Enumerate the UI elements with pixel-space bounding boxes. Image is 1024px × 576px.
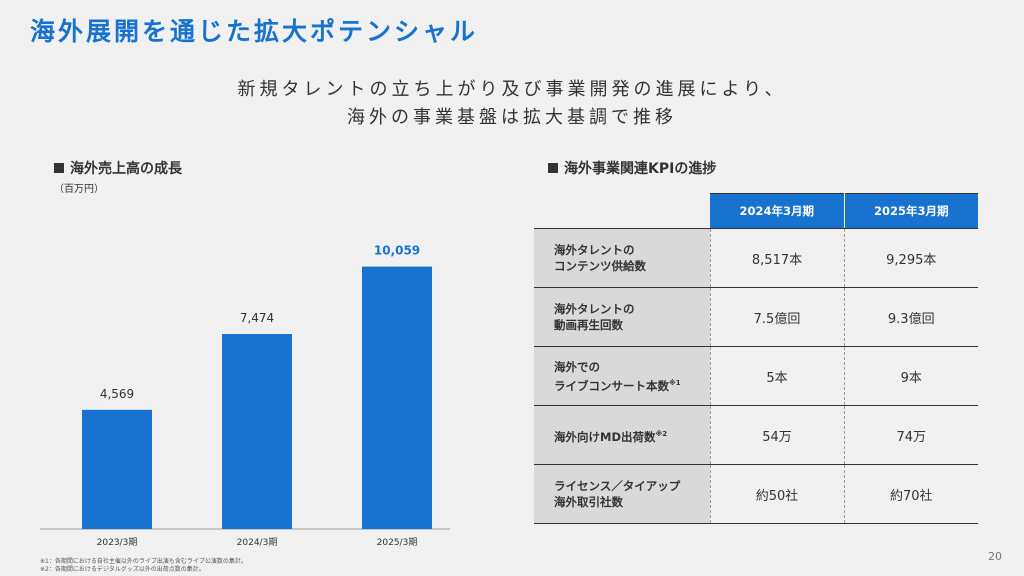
- bar-value-label-2: 10,059: [374, 244, 420, 258]
- sales-section-heading: 海外売上高の成長: [54, 158, 182, 178]
- kpi-value-2025: 9,295本: [844, 228, 978, 288]
- subtitle-line-2: 海外の事業基盤は拡大基調で推移: [347, 107, 677, 128]
- kpi-value-2025: 9本: [844, 346, 978, 406]
- kpi-row-footnote-mark: ※2: [655, 429, 668, 438]
- kpi-row-label-line2: 海外向けMD出荷数※2: [554, 426, 710, 445]
- kpi-value-2025: 9.3億回: [844, 287, 978, 347]
- kpi-row: 海外タレントの コンテンツ供給数 8,517本 9,295本: [534, 228, 978, 288]
- kpi-row-label: ライセンス／タイアップ 海外取引社数: [534, 464, 711, 524]
- bar-0: [82, 409, 152, 529]
- kpi-row-label-line2: コンテンツ供給数: [554, 258, 710, 274]
- footnote-1: ※1：各期間における自社主催以外のライブ出演も含むライブ公演数の集計。: [40, 558, 247, 565]
- kpi-value-2025: 約70社: [844, 464, 978, 524]
- kpi-row-label: 海外での ライブコンサート本数※1: [534, 346, 711, 406]
- kpi-value-2024: 7.5億回: [710, 287, 845, 347]
- kpi-table: 2024年3月期 2025年3月期 海外タレントの コンテンツ供給数 8,517本 9…: [534, 193, 978, 524]
- kpi-row-label-text: 海外取引社数: [554, 495, 623, 509]
- kpi-row-label-line1: 海外での: [554, 359, 600, 374]
- kpi-row-label-text: ライブコンサート本数: [554, 378, 669, 393]
- kpi-header-2024: 2024年3月期: [710, 193, 845, 229]
- page-number: 20: [988, 550, 1002, 563]
- chart-unit-label: （百万円）: [54, 184, 104, 195]
- page-subtitle: 新規タレントの立ち上がり及び事業開発の進展により、 海外の事業基盤は拡大基調で推…: [0, 76, 1024, 132]
- kpi-row-label-line1: 海外タレントの: [554, 302, 635, 316]
- footnote-2: ※2：各期間におけるデジタルグッズ以外の出荷点数の集計。: [40, 566, 205, 573]
- kpi-value-2025: 74万: [844, 405, 978, 465]
- square-bullet-icon: [54, 163, 64, 173]
- kpi-heading-text: 海外事業関連KPIの進捗: [564, 161, 717, 177]
- kpi-value-2024: 5本: [710, 346, 845, 406]
- x-tick-label-1: 2024/3期: [237, 537, 278, 548]
- kpi-section-heading: 海外事業関連KPIの進捗: [548, 158, 716, 178]
- kpi-row-label-line2: 動画再生回数: [554, 317, 710, 333]
- bar-2: [362, 266, 432, 529]
- page-title: 海外展開を通じた拡大ポテンシャル: [30, 17, 479, 46]
- kpi-row-footnote-mark: ※1: [669, 378, 681, 387]
- kpi-row-label-text: 動画再生回数: [554, 318, 623, 332]
- x-tick-label-2: 2025/3期: [377, 537, 418, 548]
- kpi-row-label-text: コンテンツ供給数: [554, 259, 646, 273]
- kpi-row: 海外向けMD出荷数※2 54万 74万: [534, 405, 978, 465]
- kpi-value-2024: 54万: [710, 405, 845, 465]
- kpi-row-label-line1: 海外タレントの: [554, 243, 635, 257]
- kpi-value-2024: 8,517本: [710, 228, 845, 288]
- kpi-row-label-line2: 海外取引社数: [554, 494, 710, 510]
- square-bullet-icon: [548, 163, 558, 173]
- kpi-value-2024: 約50社: [710, 464, 845, 524]
- kpi-row-label-text: 海外向けMD出荷数: [554, 429, 656, 444]
- kpi-row: 海外での ライブコンサート本数※1 5本 9本: [534, 346, 978, 406]
- kpi-row: 海外タレントの 動画再生回数 7.5億回 9.3億回: [534, 287, 978, 347]
- kpi-header-2025: 2025年3月期: [844, 193, 978, 229]
- bar-value-label-0: 4,569: [100, 387, 134, 401]
- bar-1: [222, 334, 292, 529]
- kpi-row-label: 海外向けMD出荷数※2: [534, 405, 711, 465]
- bar-value-label-1: 7,474: [240, 311, 274, 325]
- kpi-header-blank: [534, 193, 710, 229]
- x-tick-label-0: 2023/3期: [97, 537, 138, 548]
- kpi-row-label-line2: ライブコンサート本数※1: [554, 375, 710, 394]
- sales-bar-chart: 4,569 2023/3期 7,474 2024/3期 10,059 2025/3期: [40, 244, 450, 548]
- subtitle-line-1: 新規タレントの立ち上がり及び事業開発の進展により、: [237, 79, 787, 100]
- kpi-row-label-line1: ライセンス／タイアップ: [554, 479, 681, 493]
- sales-heading-text: 海外売上高の成長: [70, 161, 182, 177]
- kpi-row: ライセンス／タイアップ 海外取引社数 約50社 約70社: [534, 464, 978, 524]
- kpi-row-label: 海外タレントの 動画再生回数: [534, 287, 711, 347]
- kpi-table-header-row: 2024年3月期 2025年3月期: [534, 193, 978, 229]
- kpi-row-label: 海外タレントの コンテンツ供給数: [534, 228, 711, 288]
